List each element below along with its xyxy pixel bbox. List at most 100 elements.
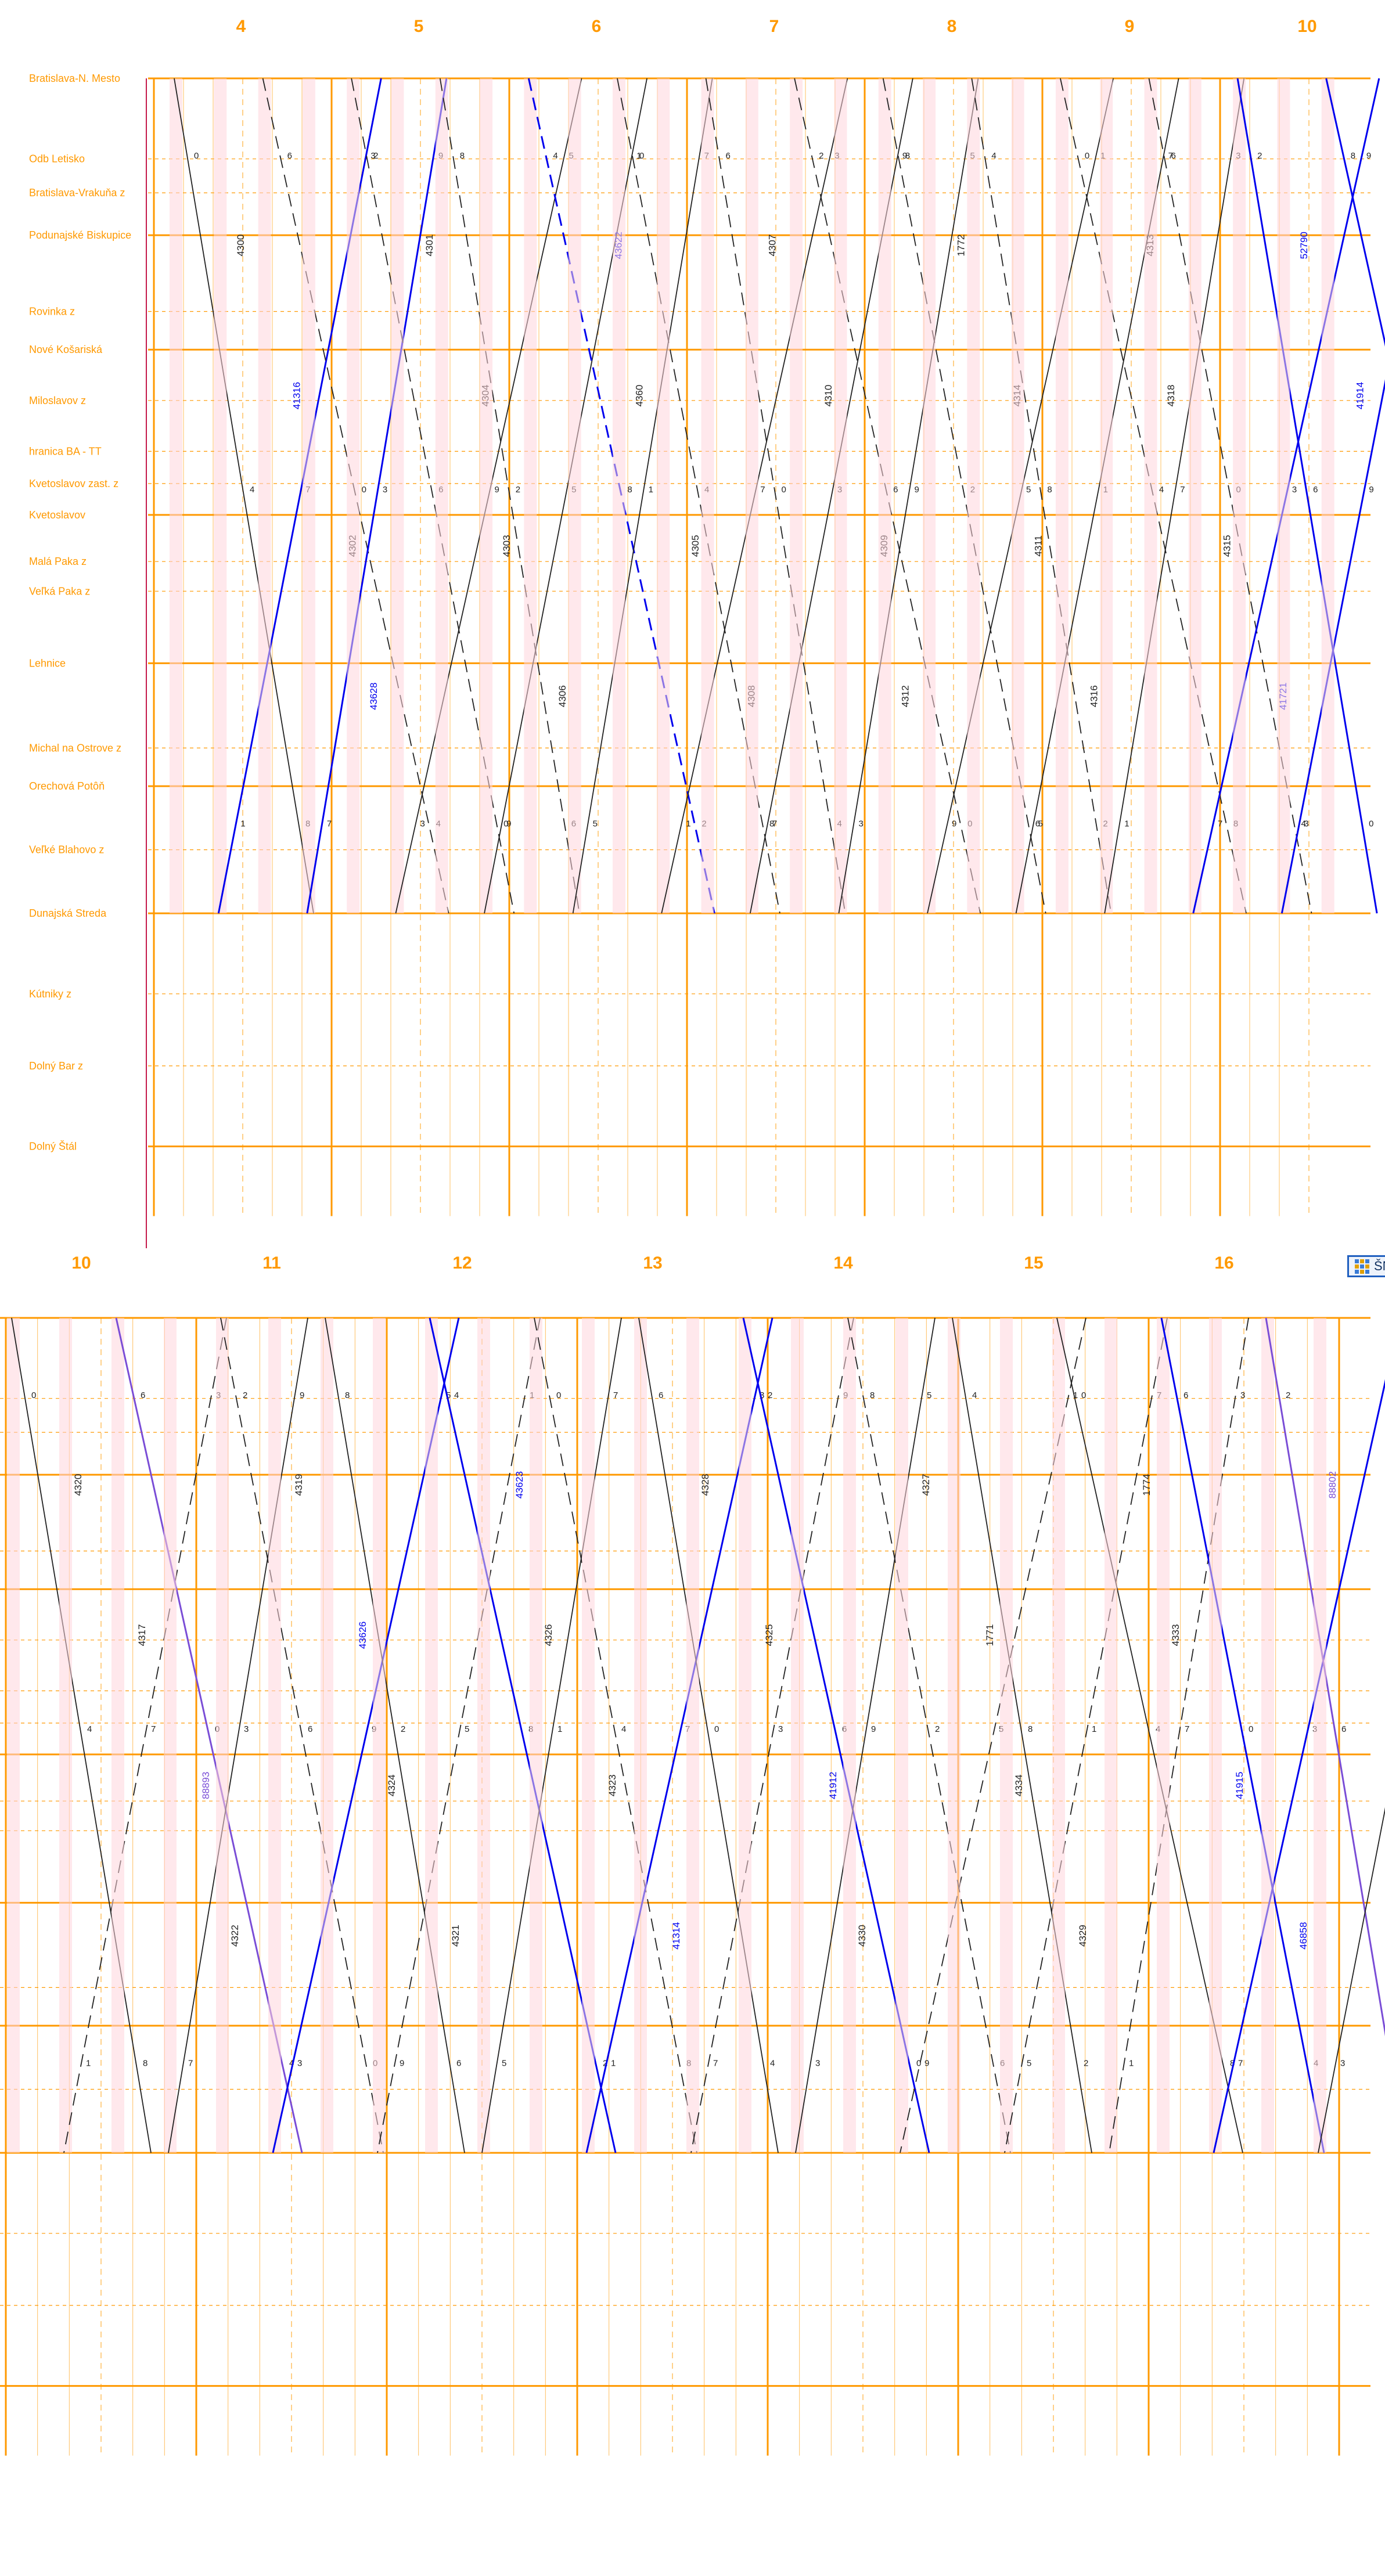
- occupancy-band: [1277, 78, 1290, 914]
- train-path[interactable]: [1060, 78, 1247, 914]
- occupancy-band: [1011, 78, 1024, 914]
- train-path[interactable]: [527, 78, 715, 914]
- train-number[interactable]: 4307: [767, 235, 778, 257]
- hour-label: 6: [592, 17, 602, 36]
- train-path[interactable]: [11, 1317, 152, 2153]
- minute-digit: 1: [611, 2058, 616, 2068]
- train-path[interactable]: [325, 1317, 465, 2153]
- train-number[interactable]: 4300: [235, 235, 246, 257]
- train-path[interactable]: [481, 1317, 622, 2153]
- train-path[interactable]: [572, 78, 713, 914]
- station-label: Nové Košariská: [29, 344, 103, 355]
- occupancy-band: [216, 1318, 229, 2153]
- train-number[interactable]: 43626: [357, 1622, 368, 1649]
- train-number[interactable]: 41915: [1234, 1772, 1245, 1799]
- train-path[interactable]: [882, 78, 1046, 914]
- train-number[interactable]: 4310: [823, 385, 834, 407]
- train-path[interactable]: [1004, 1317, 1168, 2153]
- occupancy-band: [1233, 78, 1246, 914]
- train-path[interactable]: [262, 78, 449, 914]
- train-path[interactable]: [1318, 1318, 1385, 2153]
- minute-digit: 3: [1240, 1390, 1245, 1400]
- train-number[interactable]: 4326: [543, 1624, 554, 1647]
- train-path[interactable]: [1160, 1317, 1325, 2153]
- train-path[interactable]: [1213, 1318, 1385, 2153]
- minute-digit: 3: [1304, 819, 1308, 828]
- minute-digit: 7: [1168, 151, 1173, 161]
- train-number[interactable]: 4301: [424, 235, 435, 257]
- train-number[interactable]: 4312: [900, 685, 911, 707]
- train-path[interactable]: [1104, 78, 1245, 914]
- train-path[interactable]: [1109, 1317, 1249, 2153]
- train-path[interactable]: [794, 78, 981, 914]
- train-number[interactable]: 41316: [291, 382, 302, 409]
- train-path[interactable]: [1280, 78, 1385, 914]
- minute-digit: 8: [870, 1390, 875, 1400]
- train-number[interactable]: 1772: [956, 235, 967, 257]
- train-number[interactable]: 4303: [501, 535, 512, 557]
- minute-digit: 9: [1366, 151, 1371, 161]
- train-number[interactable]: 4311: [1033, 535, 1044, 557]
- train-number[interactable]: 4334: [1013, 1774, 1024, 1796]
- minute-digit: 1: [240, 819, 245, 828]
- train-number[interactable]: 4317: [136, 1624, 148, 1647]
- train-path[interactable]: [1148, 78, 1312, 914]
- train-number[interactable]: 41912: [828, 1772, 839, 1799]
- train-number[interactable]: 52790: [1298, 232, 1310, 259]
- train-number[interactable]: 4323: [607, 1774, 618, 1796]
- train-path[interactable]: [847, 1317, 1011, 2153]
- train-path[interactable]: [617, 78, 780, 914]
- train-number[interactable]: 4319: [293, 1474, 304, 1496]
- train-number[interactable]: 41314: [671, 1922, 682, 1950]
- train-path[interactable]: [377, 1317, 541, 2153]
- train-path[interactable]: [952, 1317, 1092, 2153]
- train-number[interactable]: 4320: [73, 1474, 84, 1496]
- minute-digit: 2: [819, 151, 823, 161]
- station-label: Odb Letisko: [29, 153, 85, 165]
- train-number[interactable]: 4328: [700, 1474, 711, 1496]
- train-number[interactable]: 1774: [1141, 1474, 1152, 1496]
- train-number[interactable]: 43623: [514, 1471, 525, 1498]
- train-number[interactable]: 1771: [984, 1624, 995, 1647]
- train-path[interactable]: [220, 1317, 384, 2153]
- train-path[interactable]: [351, 78, 515, 914]
- sn0-button[interactable]: ŠN0: [1347, 1255, 1385, 1277]
- hour-label: 8: [947, 17, 957, 36]
- occupancy-band: [1000, 1318, 1013, 2153]
- train-path[interactable]: [1236, 78, 1378, 914]
- minute-digit: 0: [1081, 1390, 1086, 1400]
- train-number[interactable]: 4360: [634, 385, 645, 407]
- train-number[interactable]: 4327: [920, 1474, 931, 1496]
- train-path[interactable]: [174, 78, 314, 914]
- train-path[interactable]: [795, 1317, 936, 2153]
- train-path[interactable]: [638, 1317, 779, 2153]
- train-path[interactable]: [534, 1317, 697, 2153]
- train-path[interactable]: [168, 1317, 308, 2153]
- train-path[interactable]: [838, 78, 979, 914]
- train-number[interactable]: 4325: [764, 1624, 775, 1647]
- train-number[interactable]: 46858: [1298, 1922, 1309, 1950]
- train-number[interactable]: 4315: [1222, 535, 1233, 557]
- train-number[interactable]: 4333: [1170, 1624, 1181, 1647]
- train-number[interactable]: 4306: [557, 685, 568, 707]
- train-path[interactable]: [306, 78, 448, 914]
- train-path[interactable]: [705, 78, 846, 914]
- train-path[interactable]: [971, 78, 1112, 914]
- train-number[interactable]: 41914: [1354, 382, 1365, 409]
- train-number[interactable]: 4321: [450, 1925, 461, 1947]
- train-number[interactable]: 43628: [368, 683, 379, 710]
- train-number[interactable]: 4318: [1165, 385, 1177, 407]
- train-number[interactable]: 4322: [229, 1925, 240, 1947]
- train-path[interactable]: [63, 1317, 227, 2153]
- train-path[interactable]: [690, 1317, 854, 2153]
- train-number[interactable]: 4324: [386, 1774, 397, 1796]
- train-number[interactable]: 4316: [1089, 685, 1100, 707]
- train-number[interactable]: 4305: [690, 535, 701, 557]
- train-number[interactable]: 4330: [857, 1925, 868, 1947]
- train-path[interactable]: [1265, 1317, 1385, 2153]
- train-number[interactable]: 88802: [1327, 1471, 1338, 1498]
- train-number[interactable]: 4329: [1077, 1925, 1088, 1947]
- train-number[interactable]: 88893: [200, 1772, 211, 1799]
- train-path[interactable]: [1325, 78, 1385, 913]
- train-path[interactable]: [439, 78, 580, 914]
